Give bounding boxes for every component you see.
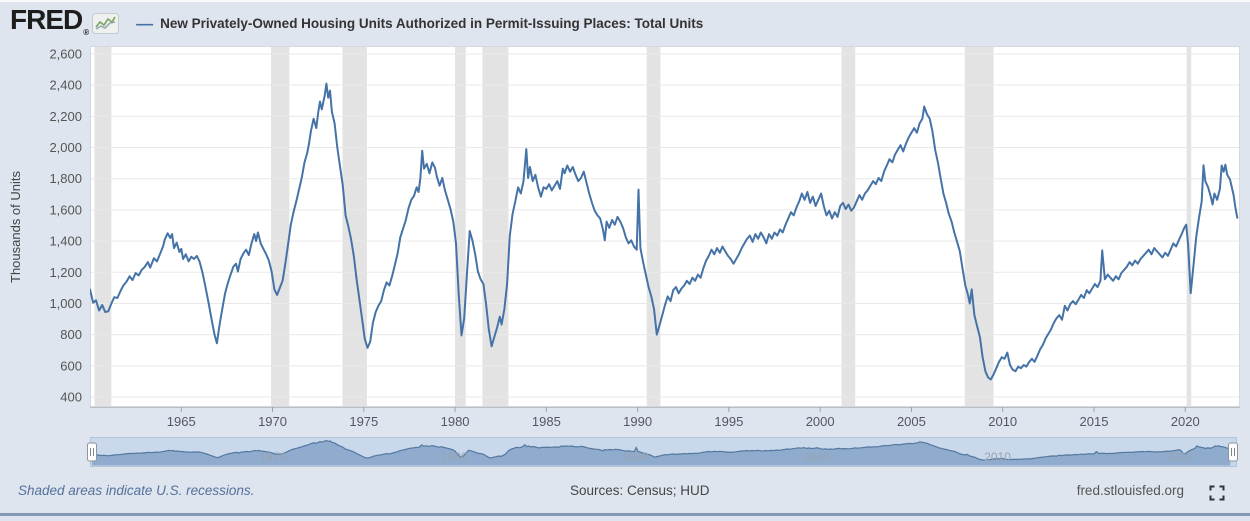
minimap-handle-left[interactable] — [87, 442, 97, 462]
minimap-decade-label: 1990 — [622, 450, 649, 464]
minimap-line — [91, 439, 1231, 461]
recession-band — [841, 46, 856, 407]
y-tick-label: 600 — [60, 358, 82, 373]
fullscreen-button[interactable] — [1209, 485, 1225, 501]
y-tick-label: 2,000 — [49, 140, 82, 155]
minimap-decade-label: 1980 — [441, 450, 468, 464]
minimap-decade-label: 2010 — [984, 450, 1011, 464]
y-tick-label: 2,600 — [49, 47, 82, 62]
x-tick-label: 2015 — [1080, 414, 1109, 429]
recession-bands — [94, 46, 1192, 407]
x-tick-label: 2005 — [897, 414, 926, 429]
y-tick-label: 400 — [60, 390, 82, 405]
recessions-note: Shaded areas indicate U.S. recessions. — [18, 483, 255, 498]
top-border-strip — [0, 0, 1250, 2]
legend-line-marker: — — [136, 13, 154, 33]
x-tick-label: 1965 — [167, 414, 196, 429]
fred-logo[interactable]: FRED® — [10, 4, 90, 41]
y-tick-label: 1,400 — [49, 234, 82, 249]
site-link[interactable]: fred.stlouisfed.org — [1076, 483, 1184, 498]
y-tick-label: 1,600 — [49, 202, 82, 217]
x-tick-label: 2000 — [806, 414, 835, 429]
y-tick-label: 2,400 — [49, 78, 82, 93]
minimap-area — [92, 440, 1231, 466]
sources-text: Sources: Census; HUD — [570, 483, 710, 498]
x-tick-label: 2020 — [1171, 414, 1200, 429]
minimap-decade-labels: 1970 1980 1990 2000 2010 2020 — [260, 450, 1193, 464]
handle-body — [1228, 442, 1238, 462]
y-axis-title: Thousands of Units — [8, 171, 23, 284]
minimap-decade-label: 1970 — [260, 450, 287, 464]
sparkline-chart-icon — [92, 13, 120, 34]
x-tick-label: 1985 — [532, 414, 561, 429]
recession-band — [964, 46, 994, 407]
x-tick-label: 1990 — [623, 414, 652, 429]
recession-band — [455, 46, 466, 407]
plot-background[interactable] — [90, 46, 1240, 407]
recession-band — [342, 46, 367, 407]
y-axis-labels: 400 600 800 1,000 1,200 1,400 1,600 1,800 2,000 2… — [49, 47, 82, 405]
x-axis-labels: 1965 1970 1975 1980 1985 1990 1995 2000 2005 2010… — [167, 407, 1200, 429]
fred-logo-text: FRED — [10, 4, 83, 35]
y-tick-label: 800 — [60, 327, 82, 342]
series-title: New Privately-Owned Housing Units Author… — [160, 16, 704, 31]
y-tick-label: 1,200 — [49, 265, 82, 280]
plot-frame — [90, 46, 1240, 407]
recession-band — [646, 46, 661, 407]
bottom-border-strip — [0, 513, 1250, 516]
chart-header: FRED® — New Privately-Owned Housing Unit… — [10, 6, 703, 41]
x-tick-label: 2010 — [988, 414, 1017, 429]
x-tick-label: 1970 — [258, 414, 287, 429]
data-line — [90, 82, 1239, 381]
minimap-decade-label: 2020 — [1165, 450, 1192, 464]
x-tick-label: 1980 — [441, 414, 470, 429]
y-tick-label: 1,000 — [49, 296, 82, 311]
chart-legend: — New Privately-Owned Housing Units Auth… — [136, 13, 704, 33]
recession-band — [94, 46, 112, 407]
x-tick-label: 1995 — [714, 414, 743, 429]
minimap-handle-right[interactable] — [1228, 442, 1238, 462]
recession-band — [1186, 46, 1192, 407]
registered-mark: ® — [83, 28, 90, 37]
recession-band — [482, 46, 509, 407]
minimap-decade-label: 2000 — [803, 450, 830, 464]
y-tick-label: 2,200 — [49, 109, 82, 124]
y-tick-label: 1,800 — [49, 171, 82, 186]
handle-body — [87, 442, 97, 462]
x-tick-label: 1975 — [349, 414, 378, 429]
fullscreen-expand-icon — [1209, 485, 1225, 501]
recession-band — [271, 46, 290, 407]
